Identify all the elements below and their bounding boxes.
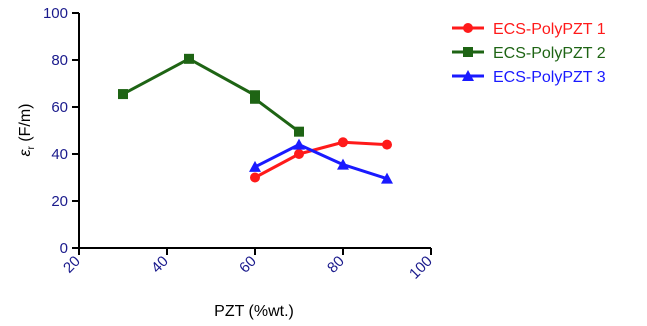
- data-point: [382, 139, 392, 150]
- legend-marker: [462, 70, 474, 81]
- x-tick-label: 40: [148, 253, 172, 277]
- data-point: [381, 172, 393, 184]
- data-point: [250, 172, 260, 183]
- legend-item-2: ECS-PolyPZT 2: [452, 45, 606, 62]
- y-tick-label: 60: [51, 99, 68, 116]
- series-1: [250, 137, 392, 183]
- series-line: [122, 57, 300, 133]
- legend-item-1: ECS-PolyPZT 1: [452, 21, 606, 38]
- y-tick-label: 80: [51, 52, 68, 69]
- series-line: [254, 140, 388, 179]
- data-point: [338, 137, 348, 148]
- data-point: [184, 53, 194, 64]
- data-point: [249, 160, 261, 172]
- data-point: [118, 89, 128, 100]
- data-point: [250, 93, 260, 104]
- legend-label: ECS-PolyPZT 2: [493, 45, 606, 62]
- y-tick-label: 20: [51, 193, 68, 210]
- legend-item-3: ECS-PolyPZT 3: [452, 69, 606, 86]
- data-point: [294, 126, 304, 137]
- y-tick-label: 100: [43, 5, 68, 22]
- data-point: [337, 158, 349, 170]
- x-tick-label: 60: [236, 253, 260, 277]
- data-point: [294, 149, 304, 159]
- y-axis-title-unit: (F/m): [17, 103, 34, 146]
- series-2: [118, 53, 304, 137]
- y-axis-title-symbol: ε: [17, 149, 34, 157]
- y-tick-label: 40: [51, 146, 68, 163]
- x-tick-label: 100: [406, 253, 436, 283]
- x-axis-title: PZT (%wt.): [214, 303, 294, 320]
- legend-marker: [463, 47, 473, 57]
- y-tick-label: 0: [60, 240, 68, 257]
- legend-label: ECS-PolyPZT 3: [493, 69, 606, 86]
- y-axis-title: εr (F/m): [17, 103, 37, 156]
- x-tick-label: 80: [324, 253, 348, 277]
- data-point: [293, 138, 305, 150]
- series-line: [254, 143, 388, 181]
- series-3: [249, 138, 393, 184]
- legend-label: ECS-PolyPZT 1: [493, 21, 606, 38]
- legend-marker: [463, 23, 473, 33]
- legend: ECS-PolyPZT 1 ECS-PolyPZT 2 ECS-PolyPZT 3: [452, 21, 606, 86]
- y-axis-title-subscript: r: [26, 145, 37, 149]
